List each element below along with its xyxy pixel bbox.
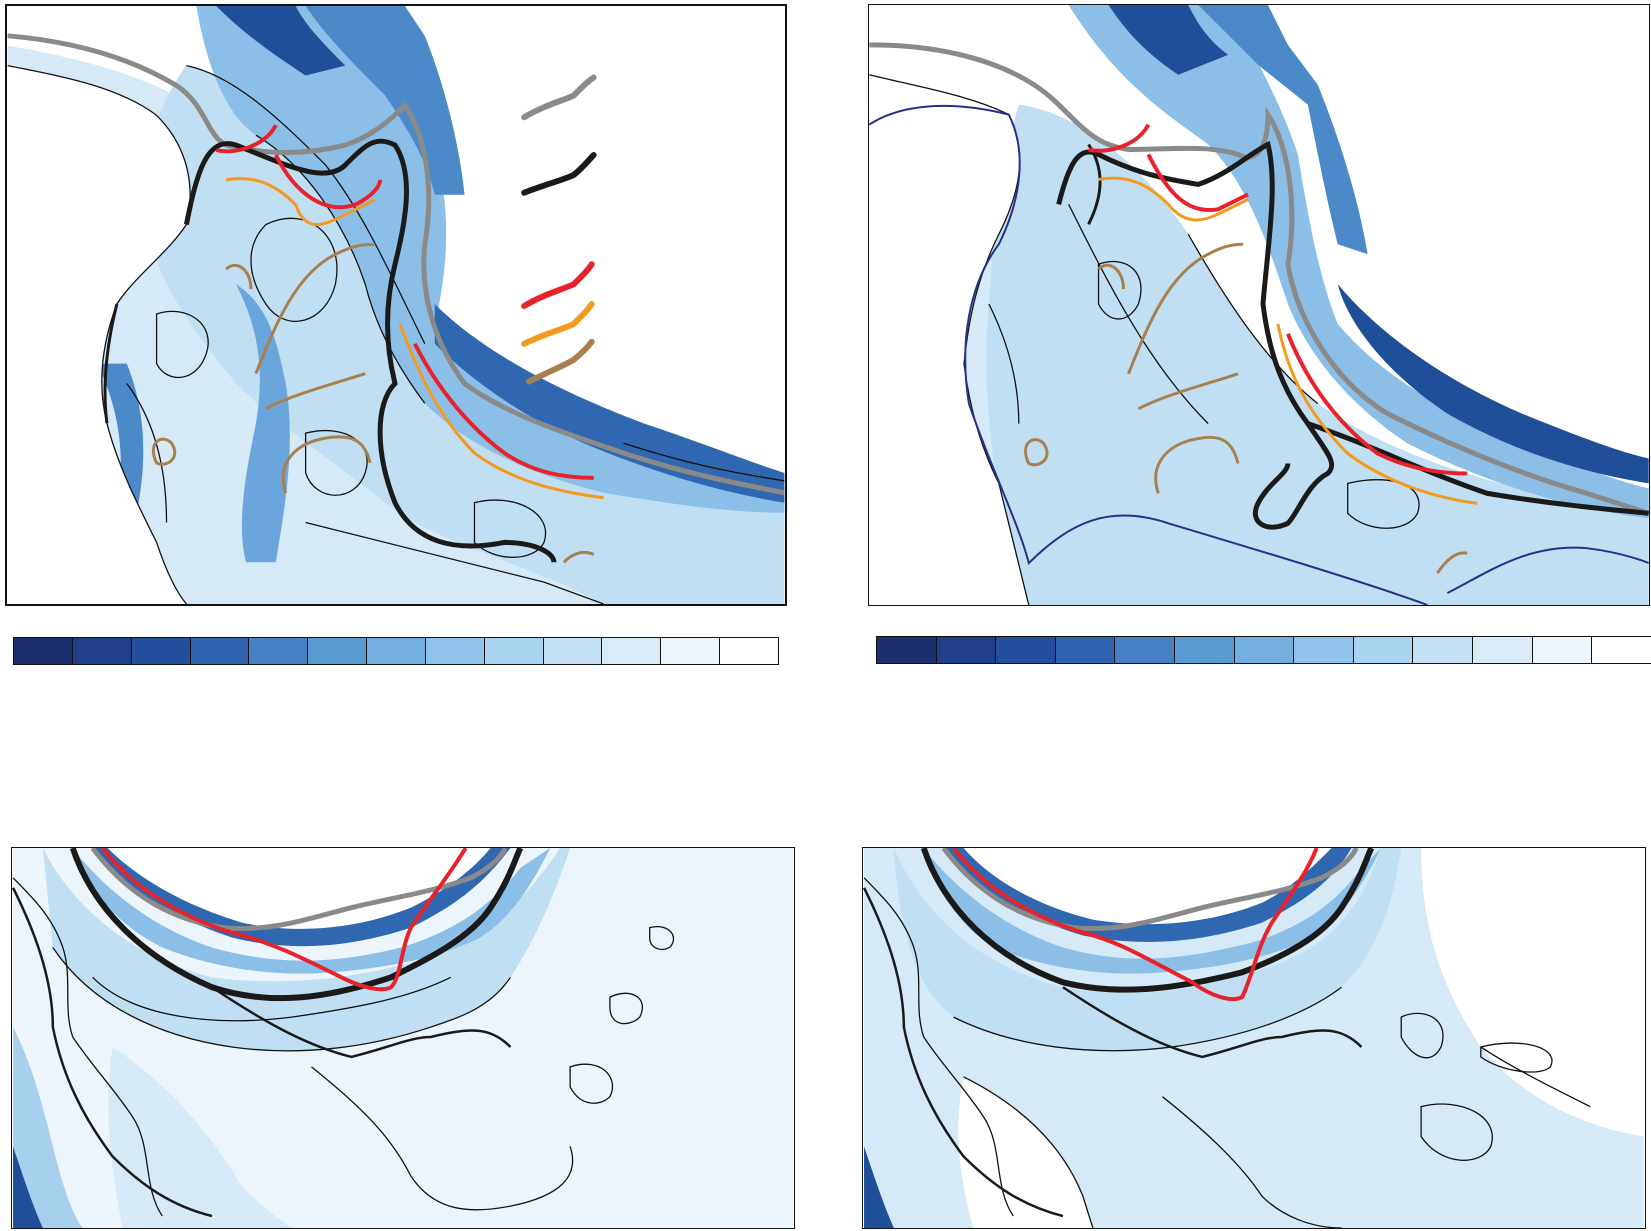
colorbar-swatch [14, 638, 73, 664]
colorbar-swatch [1413, 637, 1474, 663]
colorbar-swatch [720, 638, 778, 664]
ocean-contour-map-icon [869, 5, 1649, 605]
colorbar-swatch [936, 637, 997, 663]
colorbar-swatch [308, 638, 368, 664]
colorbar-swatch [602, 638, 662, 664]
colorbar-swatch [1353, 637, 1414, 663]
legend-line-black [521, 152, 597, 196]
colorbar-swatch [1175, 637, 1235, 663]
colorbar-swatch [996, 637, 1056, 663]
ocean-contour-map-icon [863, 848, 1644, 1228]
colorbar-swatch [1055, 637, 1116, 663]
legend [521, 74, 597, 385]
map-panel-top-right [868, 4, 1650, 606]
colorbar-swatch [543, 638, 603, 664]
colorbar-swatch [484, 638, 544, 664]
colorbar-swatch [367, 638, 426, 664]
colorbar-top-left [13, 637, 779, 665]
colorbar-swatch [131, 638, 191, 664]
legend-line-orange [521, 301, 595, 347]
ocean-contour-map-icon [7, 6, 785, 604]
colorbar-swatch [1294, 637, 1354, 663]
colorbar-swatch [1532, 637, 1593, 663]
colorbar-swatch [877, 637, 937, 663]
colorbar-top-right [876, 636, 1651, 664]
ocean-contour-map-icon [12, 848, 793, 1228]
colorbar-swatch [1115, 637, 1176, 663]
colorbar-swatch [1234, 637, 1295, 663]
legend-line-brown [526, 338, 595, 385]
colorbar-swatch [425, 638, 485, 664]
colorbar-swatch [249, 638, 309, 664]
colorbar-swatch [190, 638, 250, 664]
colorbar-swatch [1592, 637, 1651, 663]
colorbar-swatch [1473, 637, 1533, 663]
legend-line-red [521, 261, 595, 309]
colorbar-swatch [72, 638, 132, 664]
colorbar-swatch [661, 638, 721, 664]
map-panel-bottom-right [862, 847, 1646, 1229]
map-panel-top-left [5, 4, 787, 606]
legend-line-gray [521, 74, 597, 121]
map-panel-bottom-left [11, 847, 795, 1229]
